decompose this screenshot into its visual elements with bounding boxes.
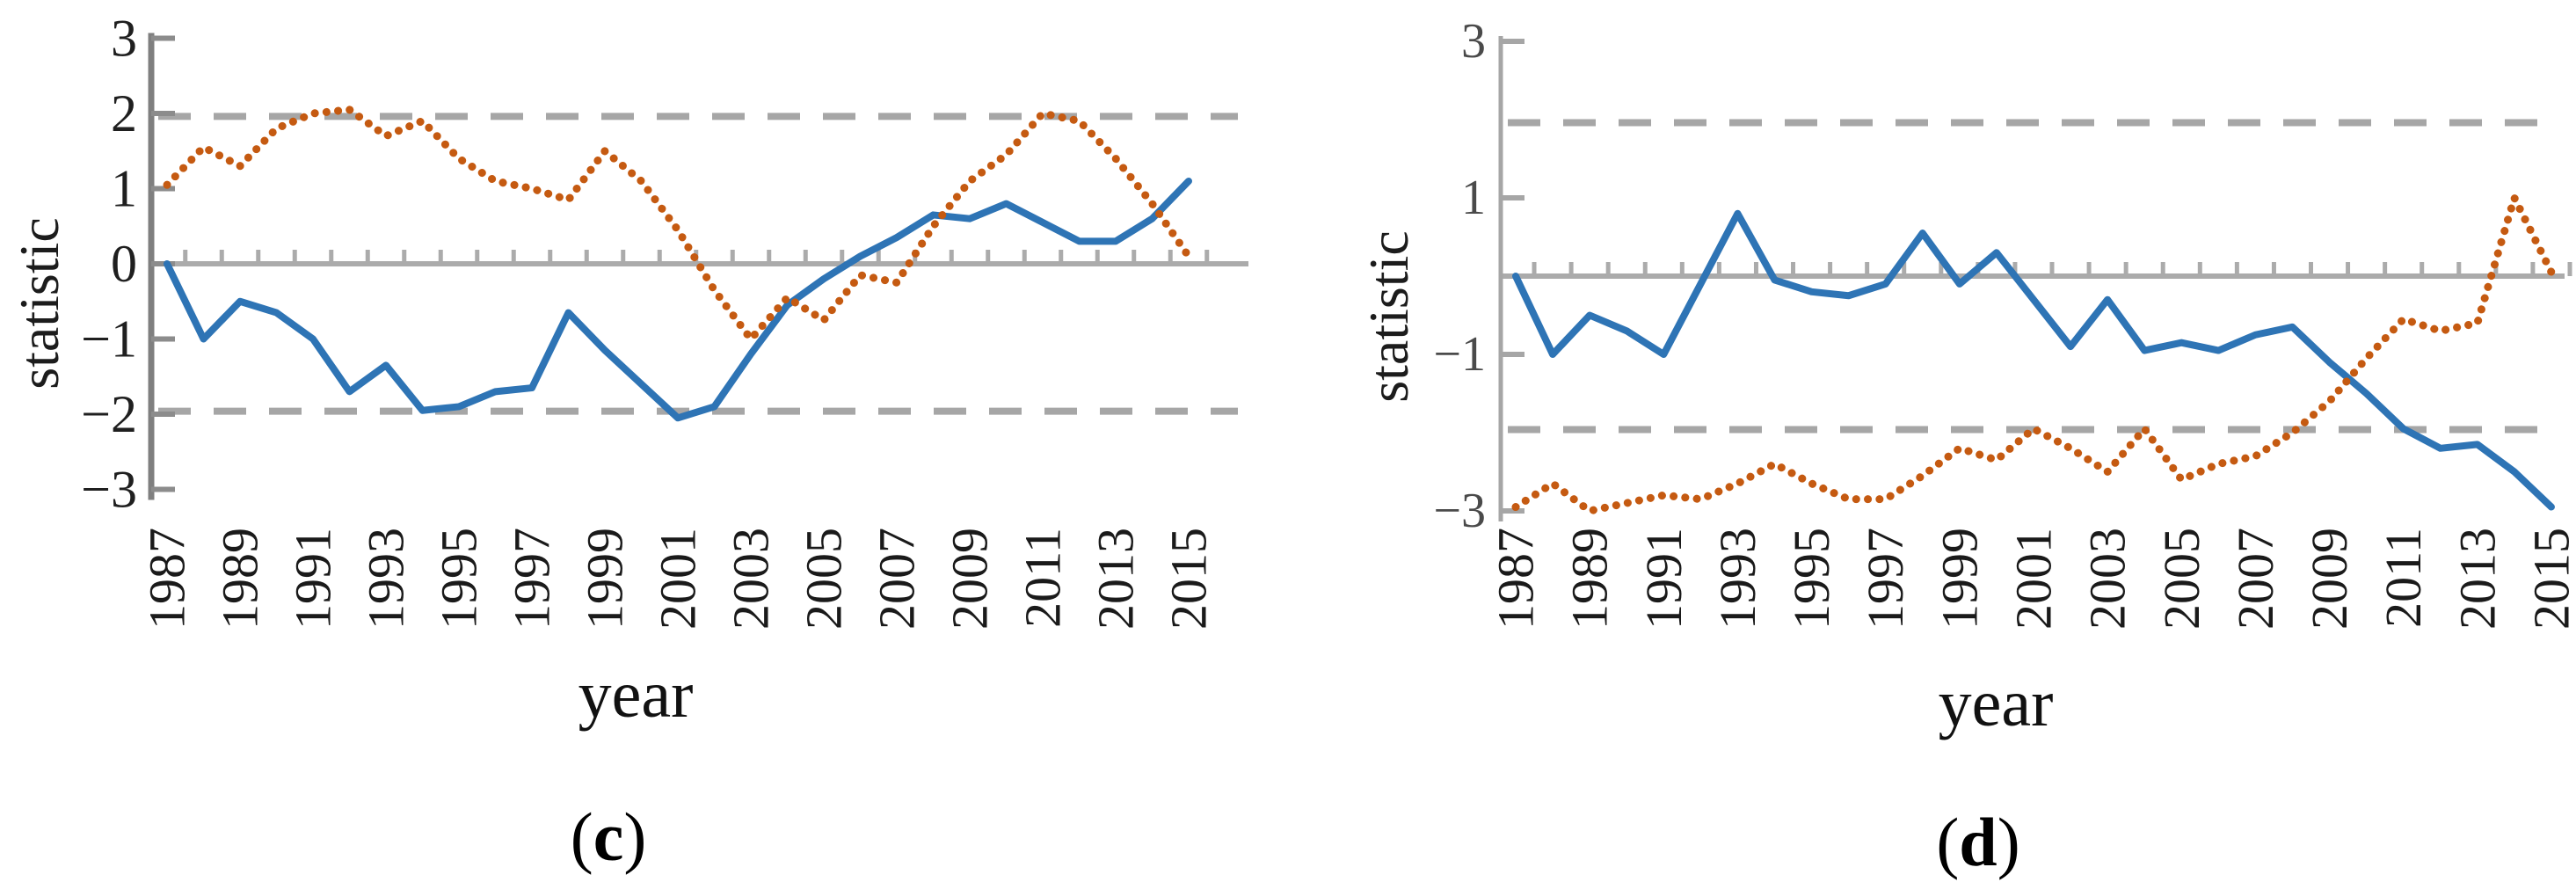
x-tick-label: 2003 xyxy=(2079,528,2136,630)
x-tick-label: 2015 xyxy=(1161,528,1218,630)
x-tick-label: 1991 xyxy=(285,528,342,630)
x-tick-label: 1987 xyxy=(1488,528,1545,630)
caption-d: (d) xyxy=(1846,800,2110,882)
series-dotted-line xyxy=(1511,193,2556,515)
y-tick-label: −1 xyxy=(1433,327,1486,382)
y-tick-label: 1 xyxy=(111,160,137,218)
caption-c: (c) xyxy=(477,795,740,879)
x-tick-label: 2009 xyxy=(942,528,999,630)
series-solid-line xyxy=(1512,209,2555,511)
x-tick-label: 2003 xyxy=(723,528,780,630)
y-axis-title-d: statistic xyxy=(1357,230,1420,403)
x-tick-label: 1995 xyxy=(431,528,488,630)
y-tick-label: −3 xyxy=(1433,484,1486,538)
y-tick-label: 1 xyxy=(1461,171,1486,225)
caption-d-close: ) xyxy=(1997,804,2020,880)
x-tick-label: 1997 xyxy=(504,528,561,630)
x-axis-title-c: year xyxy=(578,658,694,732)
y-tick-label: −1 xyxy=(81,310,137,368)
x-tick-label: 1989 xyxy=(1561,528,1619,630)
x-tick-label: 2013 xyxy=(2449,528,2506,630)
x-tick-label: 1987 xyxy=(139,528,196,630)
x-tick-label: 2001 xyxy=(2005,528,2062,630)
series-solid-line xyxy=(164,177,1192,422)
x-tick-label: 1997 xyxy=(1857,528,1914,630)
x-tick-label: 1999 xyxy=(577,528,634,630)
y-tick-label: 3 xyxy=(111,10,137,68)
x-tick-label: 2001 xyxy=(650,528,707,630)
caption-c-open: ( xyxy=(570,798,593,875)
y-tick-label: −2 xyxy=(81,385,137,443)
x-tick-label: 1993 xyxy=(1709,528,1766,630)
x-tick-label: 1995 xyxy=(1783,528,1840,630)
x-tick-label: 2007 xyxy=(869,528,926,630)
x-tick-label: 2011 xyxy=(2375,528,2432,628)
y-tick-label: −3 xyxy=(81,461,137,519)
x-tick-label: 1993 xyxy=(358,528,415,630)
x-tick-label: 1999 xyxy=(1931,528,1988,630)
x-tick-label: 1991 xyxy=(1635,528,1692,630)
caption-c-close: ) xyxy=(623,798,647,875)
x-tick-label: 2005 xyxy=(796,528,853,630)
x-tick-label: 2009 xyxy=(2301,528,2358,630)
caption-d-open: ( xyxy=(1936,804,1960,880)
x-tick-label: 1989 xyxy=(212,528,269,630)
y-tick-label: 2 xyxy=(111,84,137,142)
y-tick-label: 0 xyxy=(111,235,137,293)
caption-c-letter: c xyxy=(593,798,624,875)
y-tick-label: 3 xyxy=(1461,14,1486,69)
caption-d-letter: d xyxy=(1959,804,1997,880)
x-tick-label: 2011 xyxy=(1015,528,1072,628)
x-tick-label: 2013 xyxy=(1088,528,1145,630)
x-tick-label: 2007 xyxy=(2227,528,2284,630)
y-axis-title-c: statistic xyxy=(8,217,70,390)
x-tick-label: 2005 xyxy=(2153,528,2210,630)
x-axis-title-d: year xyxy=(1938,667,2054,740)
x-tick-label: 2015 xyxy=(2522,528,2576,630)
series-dotted-line xyxy=(163,106,1193,343)
